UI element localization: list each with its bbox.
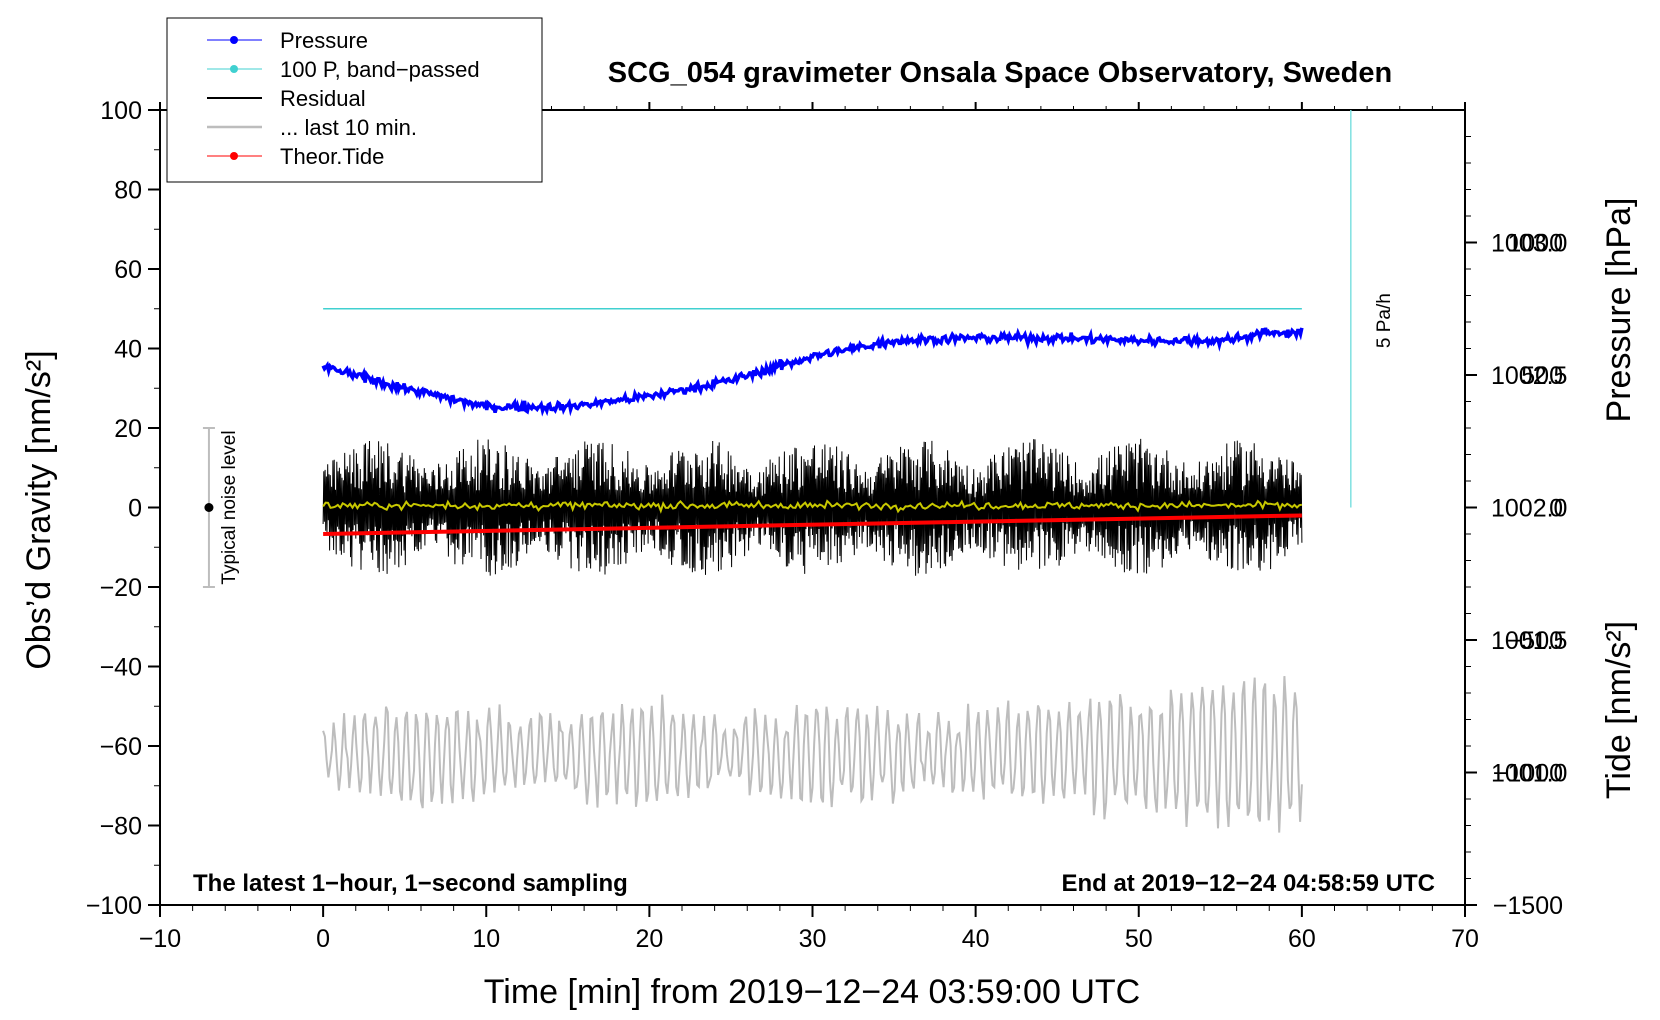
noise-level-marker bbox=[202, 427, 215, 588]
legend-label: Residual bbox=[280, 86, 366, 111]
series-residual-smoothed bbox=[322, 499, 1303, 514]
tide-tick-label: 500 bbox=[1521, 362, 1563, 390]
y-tick-label: 0 bbox=[128, 495, 142, 523]
x-tick-label: 40 bbox=[962, 925, 990, 953]
x-tick-label: 30 bbox=[799, 925, 827, 953]
end-time-note: End at 2019−12−24 04:58:59 UTC bbox=[1061, 870, 1435, 897]
legend-label: Theor.Tide bbox=[280, 144, 384, 169]
x-tick-label: 60 bbox=[1288, 925, 1316, 953]
noise-level-label: Typical noise level bbox=[219, 430, 240, 584]
y-tick-label: 60 bbox=[114, 256, 142, 284]
tide-axis-title: Tide [nm/s²] bbox=[1600, 621, 1638, 799]
pressure-tick-label: 1002.0 bbox=[1491, 495, 1567, 523]
pressure-axis-title: Pressure [hPa] bbox=[1600, 198, 1638, 423]
chart-title: SCG_054 gravimeter Onsala Space Observat… bbox=[608, 57, 1392, 89]
tide-tick-label: −1500 bbox=[1493, 892, 1563, 920]
legend-label: ... last 10 min. bbox=[280, 115, 417, 140]
tide-tick-label: −500 bbox=[1507, 627, 1563, 655]
x-tick-label: 70 bbox=[1451, 925, 1479, 953]
y-tick-label: −80 bbox=[100, 813, 142, 841]
y-tick-label: 40 bbox=[114, 336, 142, 364]
y-tick-label: 100 bbox=[100, 97, 142, 125]
series-theoretical-tide bbox=[323, 513, 1302, 536]
legend-label: 100 P, band−passed bbox=[280, 57, 480, 82]
pressure-tick-label: 1002.5 bbox=[1491, 362, 1567, 390]
y-tick-label: −100 bbox=[86, 892, 142, 920]
x-tick-label: 0 bbox=[316, 925, 330, 953]
series-pressure bbox=[321, 327, 1304, 417]
legend-marker bbox=[230, 152, 238, 160]
pressure-tick-label: 1001.0 bbox=[1491, 760, 1567, 788]
x-tick-label: 10 bbox=[472, 925, 500, 953]
x-tick-label: −10 bbox=[139, 925, 181, 953]
y-axis: 100 80 60 40 20 0 −20 −40 −60 −80 −100 bbox=[86, 97, 160, 920]
rate-scale-label: 5 Pa/h bbox=[1374, 293, 1395, 348]
x-axis-title: Time [min] from 2019−12−24 03:59:00 UTC bbox=[484, 973, 1140, 1011]
tide-tick-label: 0 bbox=[1549, 495, 1563, 523]
pressure-axis: 1003.0 1002.5 1002.0 1001.5 1001.0 bbox=[1465, 136, 1567, 788]
legend: Pressure 100 P, band−passed Residual ... la… bbox=[166, 17, 543, 183]
legend-marker bbox=[230, 65, 238, 73]
y-tick-label: −40 bbox=[100, 654, 142, 682]
x-tick-label: 20 bbox=[635, 925, 663, 953]
tide-axis: 1000 500 0 −500 −1000 −1500 bbox=[1465, 230, 1563, 920]
y-tick-label: −20 bbox=[100, 574, 142, 602]
pressure-tick-label: 1003.0 bbox=[1491, 230, 1567, 258]
series-residual bbox=[322, 438, 1303, 576]
x-axis: −10 0 10 20 30 40 50 60 70 bbox=[139, 102, 1479, 953]
series-last-10-min bbox=[322, 676, 1303, 833]
legend-label: Pressure bbox=[280, 28, 368, 53]
series-layer bbox=[321, 308, 1304, 833]
noise-center-dot bbox=[204, 503, 214, 512]
pressure-tick-label: 1001.5 bbox=[1491, 627, 1567, 655]
y-tick-label: 80 bbox=[114, 177, 142, 205]
y-tick-label: 20 bbox=[114, 415, 142, 443]
y-axis-title: Obs’d Gravity [nm/s²] bbox=[20, 350, 58, 669]
y-tick-label: −60 bbox=[100, 733, 142, 761]
legend-marker bbox=[230, 36, 238, 44]
legend-box bbox=[166, 17, 543, 183]
sampling-note: The latest 1−hour, 1−second sampling bbox=[193, 870, 628, 897]
tide-tick-label: −1000 bbox=[1493, 760, 1563, 788]
x-tick-label: 50 bbox=[1125, 925, 1153, 953]
tide-tick-label: 1000 bbox=[1507, 230, 1563, 258]
